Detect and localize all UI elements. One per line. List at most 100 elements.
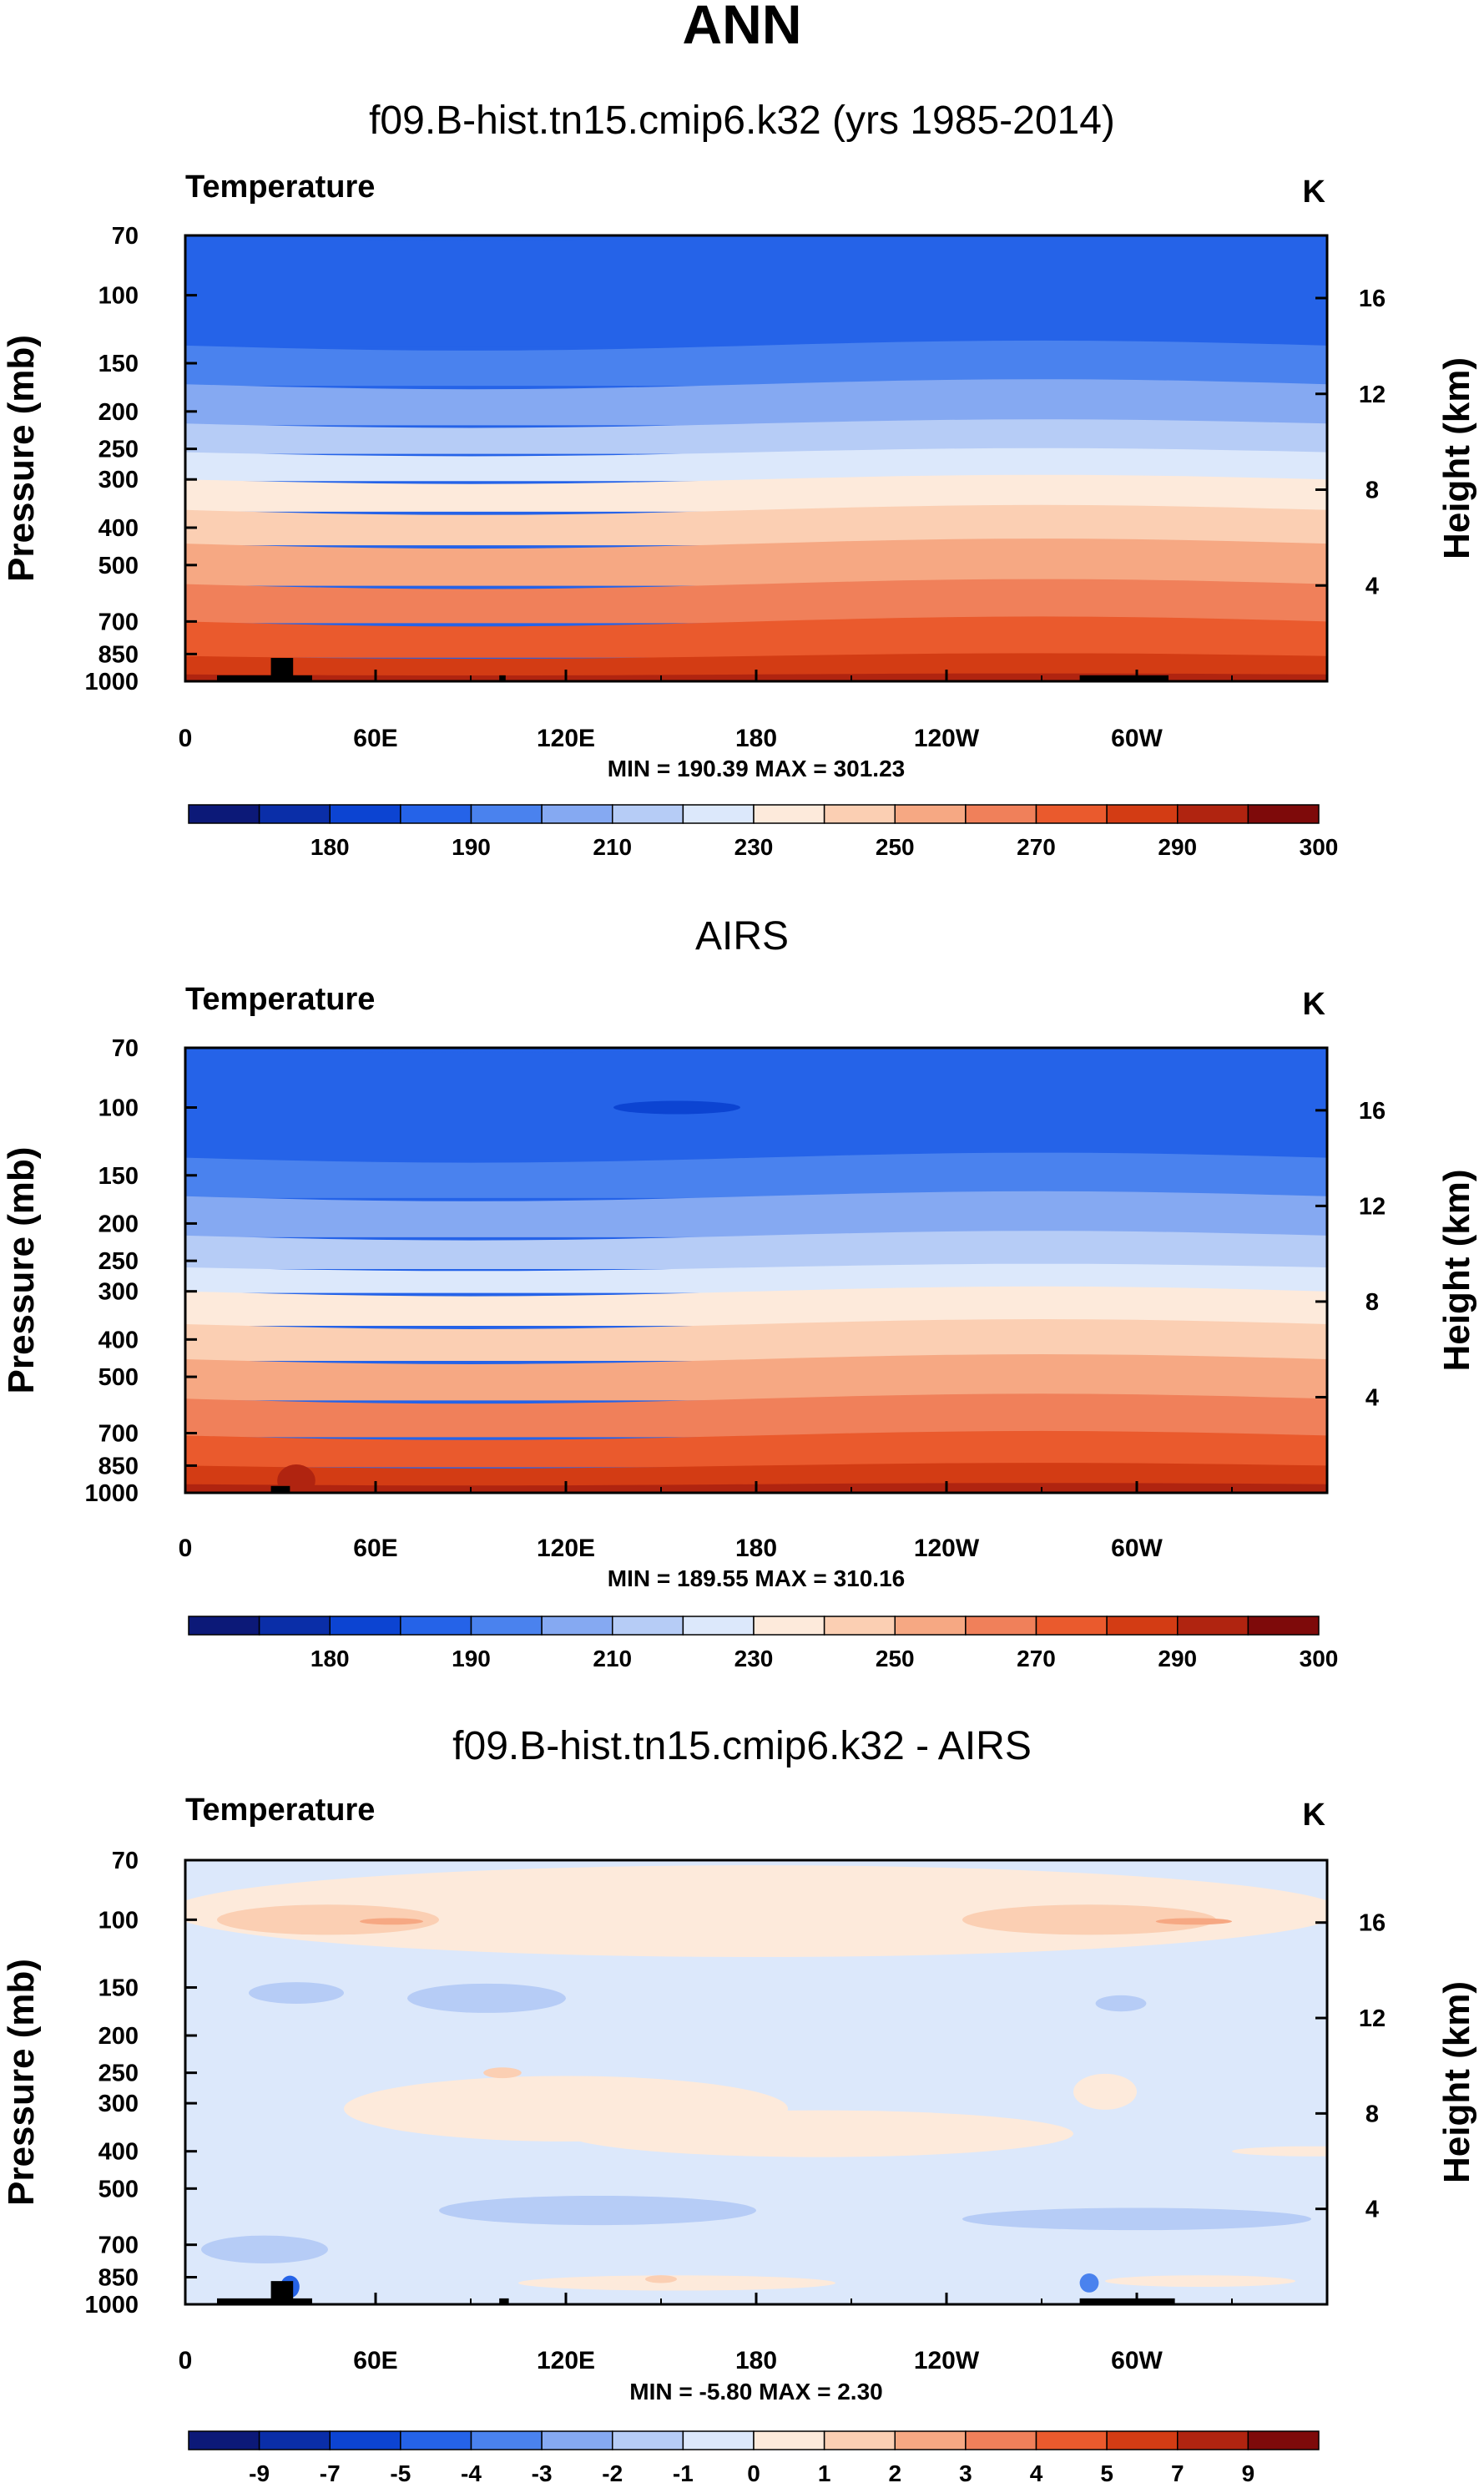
land-mask (217, 2298, 312, 2304)
contour-blob (1105, 2275, 1295, 2288)
contour-blob (1232, 2146, 1327, 2157)
chart-panel-3: f09.B-hist.tn15.cmip6.k32 - AIRS Temperat… (1, 1724, 1477, 2483)
colorbar-swatch (612, 1616, 684, 1636)
contour-blob (962, 2207, 1311, 2231)
variable-label: Temperature (185, 169, 375, 205)
colorbar-swatch (470, 804, 543, 824)
colorbar-swatch (1035, 804, 1108, 824)
colorbar-swatch (682, 804, 755, 824)
land-mask (270, 658, 294, 681)
contour-band (185, 379, 1327, 426)
land-mask (217, 675, 312, 681)
contour-band (185, 419, 1327, 454)
height-tick-label: 16 (1359, 1910, 1386, 1937)
contour-band (185, 1152, 1327, 1198)
chart-panel-1: f09.B-hist.tn15.cmip6.k32 (yrs 1985-2014… (1, 99, 1477, 860)
variable-label: Temperature (185, 982, 375, 1017)
y2-axis-title: Height (km) (1436, 1981, 1477, 2183)
colorbar-label: -2 (602, 2460, 623, 2483)
colorbar-swatch (541, 804, 613, 824)
contour-band (185, 579, 1327, 624)
x-tick-label: 60W (1111, 2347, 1163, 2374)
contour-blob (277, 1464, 315, 1493)
pressure-tick-label: 200 (98, 399, 139, 426)
colorbar-swatch (1035, 2430, 1108, 2450)
contour-blob (483, 2067, 522, 2079)
pressure-tick-label: 400 (98, 1327, 139, 1353)
colorbar-swatch (894, 1616, 967, 1636)
contour-blob (566, 2110, 1073, 2157)
pressure-tick-label: 150 (98, 1975, 139, 2001)
colorbar-label: 7 (1171, 2460, 1184, 2483)
colorbar-label: 250 (876, 834, 915, 860)
colorbar-swatch (470, 2430, 543, 2450)
contour-band (185, 1231, 1327, 1270)
colorbar-label: 210 (593, 834, 632, 860)
contour-blob (407, 1983, 566, 2013)
contour-blob (518, 2275, 835, 2291)
contour-band (185, 1463, 1327, 1486)
pressure-tick-label: 150 (98, 351, 139, 377)
land-mask (499, 2298, 509, 2304)
contour-blob (962, 1904, 1216, 1935)
colorbar-label: -5 (390, 2460, 411, 2483)
contour-blob (1073, 2073, 1137, 2110)
colorbar-label: 250 (876, 1646, 915, 1671)
colorbar-swatch (1106, 2430, 1179, 2450)
colorbar-label: 270 (1017, 834, 1056, 860)
colorbar-label: 290 (1158, 834, 1197, 860)
colorbar-label: 180 (310, 834, 350, 860)
land-mask (270, 2281, 294, 2304)
colorbar-swatch (400, 1616, 472, 1636)
land-mask (1079, 675, 1169, 681)
x-tick-label: 180 (735, 725, 777, 752)
colorbar-label: -1 (673, 2460, 694, 2483)
colorbar-swatch (894, 2430, 967, 2450)
colorbar-swatch (541, 1616, 613, 1636)
height-tick-label: 4 (1365, 573, 1379, 599)
min-max-text: MIN = -5.80 MAX = 2.30 (629, 2379, 882, 2405)
colorbar-label: 290 (1158, 1646, 1197, 1671)
colorbar-swatch (258, 804, 331, 824)
colorbar-swatch (612, 2430, 684, 2450)
colorbar-label: 4 (1030, 2460, 1043, 2483)
colorbar-swatch (965, 1616, 1037, 1636)
min-max-text: MIN = 190.39 MAX = 301.23 (608, 756, 905, 781)
colorbar: 180 190 210 230 250 270 290 300 (188, 1616, 1338, 1671)
pressure-tick-label: 200 (98, 2023, 139, 2050)
pressure-tick-label: 850 (98, 641, 139, 668)
pressure-tick-label: 70 (112, 1848, 139, 1874)
colorbar-swatch (258, 1616, 331, 1636)
figure-title: ANN (683, 0, 802, 55)
colorbar-swatch (1177, 2430, 1249, 2450)
colorbar-label: 1 (818, 2460, 831, 2483)
height-tick-label: 12 (1359, 2005, 1386, 2032)
contour-band (185, 235, 1327, 347)
height-tick-label: 4 (1365, 2197, 1379, 2223)
colorbar-swatch (329, 804, 401, 824)
colorbar-swatch (258, 2430, 331, 2450)
colorbar-swatch (400, 2430, 472, 2450)
land-mask (1079, 2298, 1175, 2304)
colorbar-swatch (682, 2430, 755, 2450)
colorbar-label: 2 (888, 2460, 901, 2483)
y-axis-title: Pressure (mb) (1, 1959, 42, 2206)
contour-band (185, 1048, 1327, 1160)
colorbar-label: 190 (452, 834, 491, 860)
contour-band (185, 1263, 1327, 1293)
colorbar-swatch (823, 1616, 896, 1636)
pressure-tick-label: 100 (98, 1907, 139, 1934)
colorbar-label: -4 (461, 2460, 482, 2483)
colorbar-label: -3 (532, 2460, 553, 2483)
pressure-tick-label: 70 (112, 223, 139, 250)
colorbar-label: 210 (593, 1646, 632, 1671)
colorbar-swatch (188, 1616, 260, 1636)
panel-title: f09.B-hist.tn15.cmip6.k32 (yrs 1985-2014… (369, 99, 1115, 143)
contour-blob (439, 2195, 756, 2226)
colorbar-swatch (1247, 804, 1320, 824)
pressure-tick-label: 1000 (84, 669, 139, 695)
y2-axis-title: Height (km) (1436, 357, 1477, 559)
contour-blob (201, 2235, 328, 2263)
contour-band (185, 448, 1327, 482)
